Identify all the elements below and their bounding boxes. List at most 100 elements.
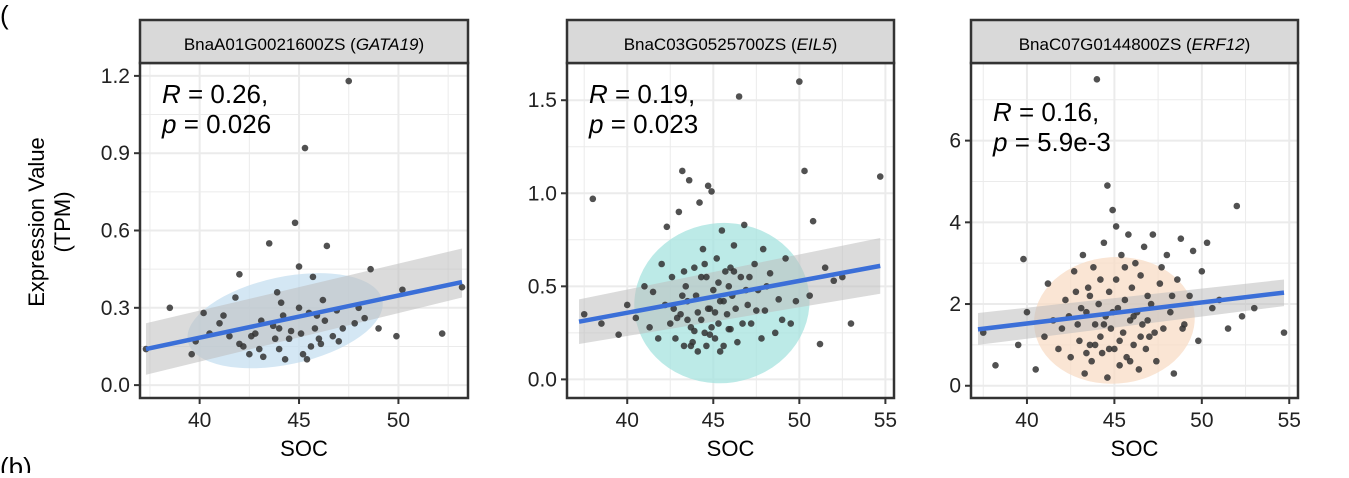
data-point xyxy=(438,330,446,337)
chart-panel-1: BnaA01G0021600ZS (GATA19) R = 0.26,p = 0.… xyxy=(101,18,470,461)
data-point xyxy=(1250,304,1258,312)
data-point xyxy=(1111,345,1118,353)
annotation-r-symbol: R xyxy=(589,79,608,109)
data-point xyxy=(806,292,813,299)
data-point xyxy=(713,255,721,262)
chart-panel-3: BnaC07G0144800ZS (ERF12) R = 0.16,p = 5.9… xyxy=(949,18,1301,461)
data-point xyxy=(684,316,691,324)
data-point xyxy=(309,273,317,281)
panel-marker-bottom: (b) xyxy=(0,452,32,473)
regression-line xyxy=(977,290,1285,332)
data-point xyxy=(720,342,727,350)
data-point xyxy=(1238,312,1246,320)
data-point xyxy=(1067,353,1074,361)
data-point xyxy=(739,320,746,327)
data-point xyxy=(718,227,726,234)
data-point xyxy=(1074,321,1081,328)
data-point xyxy=(339,325,347,332)
x-axis-label: SOC xyxy=(280,436,328,461)
y-axis-label-line2: (TPM) xyxy=(50,191,75,252)
x-tick-label: 40 xyxy=(188,409,211,432)
data-point xyxy=(687,342,695,350)
data-point xyxy=(1041,333,1048,341)
y-axis: 0 2 4 6 xyxy=(949,130,971,398)
data-point xyxy=(737,273,745,281)
data-point xyxy=(1112,223,1120,230)
data-point xyxy=(673,314,681,322)
data-point xyxy=(311,325,319,332)
data-point xyxy=(682,283,690,290)
data-point xyxy=(691,264,698,272)
data-point xyxy=(816,340,824,348)
data-point xyxy=(1104,374,1111,381)
annotation-p: p = 0.023 xyxy=(588,109,698,139)
data-point xyxy=(589,195,597,203)
x-axis-label: SOC xyxy=(707,436,755,461)
x-tick-label: 55 xyxy=(874,409,897,432)
data-point xyxy=(598,320,605,327)
annotation-p-value: = 0.026 xyxy=(176,109,271,139)
x-axis-label: SOC xyxy=(1111,436,1159,461)
y-tick-label: 0.5 xyxy=(528,275,557,298)
data-point xyxy=(1146,333,1153,341)
annotation-r: R = 0.16, xyxy=(993,97,1099,127)
data-point xyxy=(580,310,588,318)
data-point xyxy=(1280,329,1288,336)
data-point xyxy=(697,316,705,324)
annotation-r: R = 0.26, xyxy=(162,79,268,109)
data-point xyxy=(1044,280,1052,287)
data-point xyxy=(699,245,707,253)
data-point xyxy=(323,242,331,250)
data-point xyxy=(216,319,223,327)
data-point xyxy=(200,309,207,317)
data-point xyxy=(740,221,748,229)
data-point xyxy=(1083,308,1090,316)
data-point xyxy=(232,294,239,301)
data-point xyxy=(1116,362,1123,369)
data-point xyxy=(1168,292,1176,300)
facet-strip xyxy=(969,18,1300,65)
strip-gene-name: EIL5 xyxy=(797,35,833,54)
data-point xyxy=(1077,304,1085,312)
data-point xyxy=(1198,268,1206,275)
data-point xyxy=(730,242,738,249)
data-point xyxy=(679,292,686,299)
regression-confidence-band xyxy=(579,237,881,345)
data-point xyxy=(1224,325,1232,332)
data-point xyxy=(297,330,305,337)
data-point xyxy=(1062,296,1069,304)
annotation-r-value: = 0.16, xyxy=(1012,97,1099,127)
data-point xyxy=(821,264,829,272)
strip-gene-id: BnaC03G0525700ZS ( xyxy=(624,35,797,54)
y-axis-label-line1: Expression Value xyxy=(24,137,49,307)
data-point xyxy=(680,268,688,275)
data-point xyxy=(236,271,243,278)
data-point xyxy=(1174,276,1181,283)
data-point xyxy=(1132,259,1139,267)
data-point xyxy=(725,325,733,333)
data-point xyxy=(329,332,337,340)
data-point xyxy=(1139,321,1146,328)
data-point xyxy=(761,307,769,314)
data-point xyxy=(876,173,884,180)
annotation-p: p = 0.026 xyxy=(161,109,271,139)
data-point xyxy=(1209,304,1216,312)
data-point xyxy=(1121,296,1129,304)
data-point xyxy=(351,319,358,327)
data-point xyxy=(680,342,688,350)
data-point xyxy=(716,348,724,355)
y-tick-label: 0.3 xyxy=(101,297,130,320)
data-point xyxy=(747,320,755,327)
data-point xyxy=(744,301,752,309)
y-tick-label: 0.6 xyxy=(101,220,130,243)
data-point xyxy=(732,305,739,312)
data-point xyxy=(1151,329,1158,336)
data-point xyxy=(775,296,782,303)
data-point xyxy=(649,288,657,296)
x-tick-label: 50 xyxy=(788,409,811,432)
data-point xyxy=(723,310,731,318)
data-point xyxy=(1114,304,1122,312)
facet-strip xyxy=(138,18,470,65)
data-point xyxy=(281,356,289,363)
data-point xyxy=(1156,280,1164,287)
